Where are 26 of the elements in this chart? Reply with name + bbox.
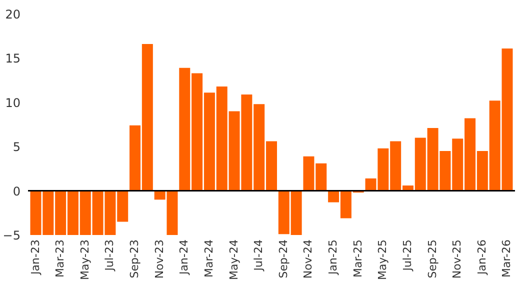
x-tick-label: Mar-23 <box>54 240 67 278</box>
x-tick-label: May-25 <box>376 240 390 280</box>
x-tick-label: Sep-24 <box>276 240 290 278</box>
y-tick-label: 20 <box>5 8 20 22</box>
y-tick-label: 15 <box>5 52 20 66</box>
x-tick-label: Nov-25 <box>450 240 464 279</box>
y-tick-label: 5 <box>12 140 20 154</box>
x-tick-label: May-24 <box>227 240 240 280</box>
x-tick-label: Nov-23 <box>152 240 166 279</box>
x-tick-label: Mar-25 <box>351 240 364 278</box>
y-tick-label: 0 <box>12 184 20 198</box>
x-tick-label: Jul-24 <box>252 240 266 272</box>
x-tick-label: May-23 <box>78 240 92 280</box>
x-tick-label: Sep-25 <box>426 240 439 278</box>
x-tick-label: Jan-24 <box>178 240 191 276</box>
x-tick-label: Jan-23 <box>28 240 42 276</box>
x-tick-label: Jul-25 <box>400 240 414 272</box>
x-tick-label: Jan-25 <box>326 240 340 276</box>
x-tick-label: Sep-23 <box>128 240 142 278</box>
x-tick-label: Mar-26 <box>500 240 514 278</box>
y-tick-label: −5 <box>2 228 20 242</box>
x-tick-label: Jan-26 <box>475 240 488 276</box>
x-tick-label: Nov-24 <box>302 240 315 279</box>
x-tick-label: Mar-24 <box>202 240 216 278</box>
x-tick-label: Jul-23 <box>103 240 116 272</box>
y-tick-label: 10 <box>5 96 20 110</box>
